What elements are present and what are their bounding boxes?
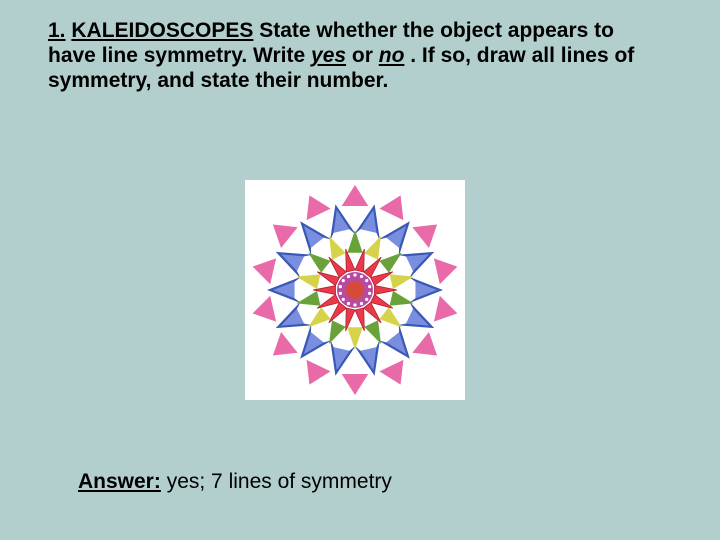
question-yes: yes bbox=[311, 44, 346, 67]
answer-value: yes; 7 lines of symmetry bbox=[167, 470, 392, 493]
kaleidoscope-figure bbox=[245, 180, 465, 400]
question-number: 1. bbox=[48, 19, 66, 42]
kaleidoscope-svg bbox=[245, 180, 465, 400]
question-no: no bbox=[379, 44, 405, 67]
question-text: 1. KALEIDOSCOPES State whether the objec… bbox=[48, 18, 648, 94]
answer-label: Answer: bbox=[78, 470, 161, 493]
question-or: or bbox=[352, 44, 379, 67]
answer-text: Answer: yes; 7 lines of symmetry bbox=[78, 470, 392, 494]
question-topic: KALEIDOSCOPES bbox=[71, 19, 253, 42]
